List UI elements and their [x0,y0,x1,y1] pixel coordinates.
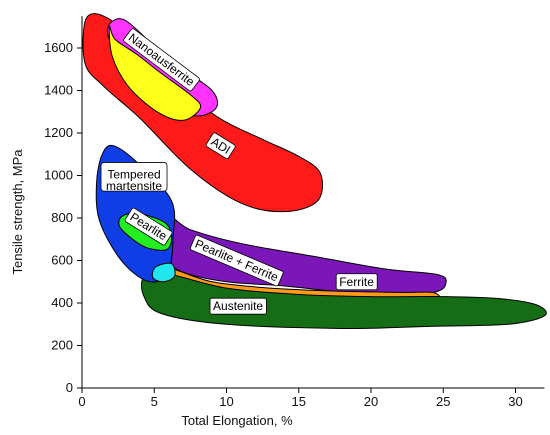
region-label-ferrite: Ferrite [335,273,378,291]
region-label-adi: ADI [205,132,236,160]
region-label-text: Ferrite [339,275,374,289]
y-tick-label: 1400 [44,83,73,98]
region-label-box [205,132,236,160]
y-tick-label: 1200 [44,125,73,140]
region-label-austenite: Austenite [209,297,267,315]
x-tick-label: 15 [292,394,306,409]
tempered-martensite-label-box [100,162,168,192]
region-label-martensite: martensite [106,179,162,193]
y-tick-label: 1600 [44,40,73,55]
region-cyan [151,262,176,283]
x-tick-label: 10 [219,394,233,409]
x-tick-label: 25 [436,394,450,409]
x-tick-label: 5 [151,394,158,409]
axes-layer [81,16,545,389]
region-label-tempered: Tempered [107,167,160,181]
region-label-box [335,273,378,291]
y-tick-label: 1000 [44,168,73,183]
region-nanoausferrite-core [108,25,202,121]
region-label-text: Tempered [107,167,160,181]
y-tick-label: 0 [66,380,73,395]
region-austenite [140,273,547,330]
region-label-box [124,207,173,246]
ticks-layer: 0 5 10 15 20 25 30 0 200 400 600 800 1000 1200 1400 160… [44,40,523,409]
x-tick-label: 20 [364,394,378,409]
y-tick-label: 200 [51,338,73,353]
y-axis-title: Tensile strength, MPa [10,149,25,275]
y-tick-label: 600 [51,253,73,268]
region-label-text: martensite [106,179,162,193]
y-tick-label: 800 [51,210,73,225]
region-label-box [189,234,284,287]
y-tick-label: 400 [51,295,73,310]
x-tick-label: 0 [78,394,85,409]
x-axis-title: Total Elongation, % [181,413,293,428]
region-label-text: Austenite [213,299,263,313]
region-label-box [123,28,200,92]
x-tick-label: 30 [508,394,522,409]
region-label-box [209,297,267,315]
